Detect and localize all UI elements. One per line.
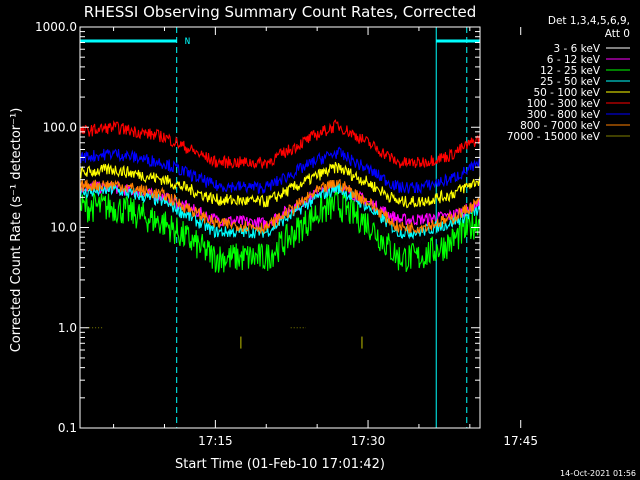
night-marker: N (185, 37, 190, 47)
legend-label: 50 - 100 keV (533, 87, 600, 99)
legend-entry-4: 50 - 100 keV (533, 87, 630, 99)
series-line (79, 119, 481, 169)
legend-label: 6 - 12 keV (547, 54, 601, 66)
legend-entry-6: 300 - 800 keV (527, 109, 630, 121)
legend-entry-2: 12 - 25 keV (540, 65, 630, 77)
legend-header-line-1: Det 1,3,4,5,6,9, (548, 15, 630, 27)
legend-entry-5: 100 - 300 keV (527, 98, 630, 110)
series-7 (79, 178, 481, 235)
series-line (79, 161, 481, 209)
legend-label: 100 - 300 keV (527, 98, 601, 110)
legend-label: 800 - 7000 keV (520, 120, 601, 132)
legend-entry-0: 3 - 6 keV (553, 43, 630, 55)
timestamp: 14-Oct-2021 01:56 (560, 469, 636, 478)
y-tick-label: 100.0 (43, 120, 77, 134)
plot-area: N1000.0100.010.01.00.117:1517:3017:4518:… (35, 20, 538, 448)
series-4 (79, 161, 481, 209)
x-axis-label: Start Time (01-Feb-10 17:01:42) (175, 457, 385, 472)
x-tick-label: 17:15 (198, 434, 233, 448)
legend-label: 12 - 25 keV (540, 65, 601, 77)
axes: 1000.0100.010.01.00.117:1517:3017:4518:0… (35, 20, 538, 448)
y-tick-label: 1.0 (58, 321, 77, 335)
series-line (79, 146, 481, 195)
chart-title: RHESSI Observing Summary Count Rates, Co… (84, 3, 477, 21)
series-6 (79, 146, 481, 195)
y-tick-label: 0.1 (58, 421, 77, 435)
legend-entry-7: 800 - 7000 keV (520, 120, 630, 132)
legend-label: 300 - 800 keV (527, 109, 601, 121)
y-tick-label: 10.0 (50, 221, 77, 235)
series-line (79, 178, 481, 235)
legend-label: 7000 - 15000 keV (507, 131, 601, 143)
y-tick-label: 1000.0 (35, 20, 77, 34)
legend-header-line-2: Att 0 (605, 28, 630, 40)
series-2 (79, 191, 481, 273)
x-tick-label: 17:45 (503, 434, 538, 448)
y-axis-label: Corrected Count Rate (s⁻¹ detector⁻¹) (9, 108, 24, 353)
x-tick-label: 17:30 (351, 434, 386, 448)
legend-entry-3: 25 - 50 keV (540, 76, 630, 88)
legend-entry-8: 7000 - 15000 keV (507, 131, 630, 143)
series-line (79, 191, 481, 273)
legend-entry-1: 6 - 12 keV (547, 54, 630, 66)
series-8 (86, 327, 363, 349)
series-5 (79, 119, 481, 169)
legend-label: 3 - 6 keV (553, 43, 600, 55)
legend-label: 25 - 50 keV (540, 76, 601, 88)
